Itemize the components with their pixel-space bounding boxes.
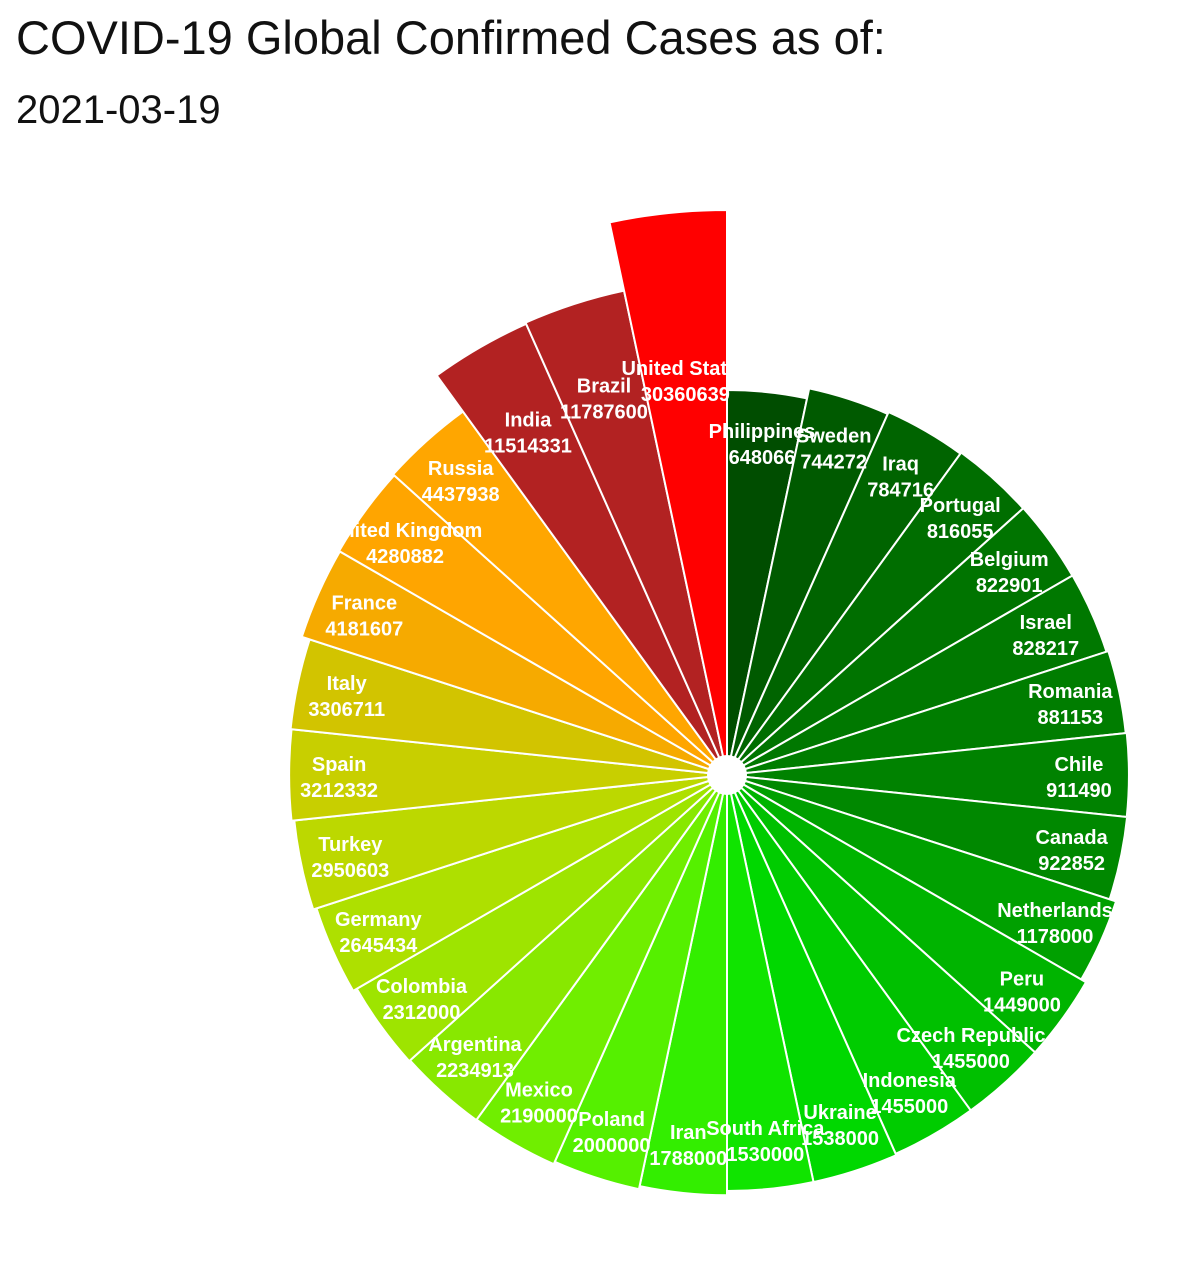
slice-value-ukraine: 1538000 bbox=[801, 1128, 879, 1150]
chart-date: 2021-03-19 bbox=[16, 88, 221, 132]
slice-value-united-kingdom: 4280882 bbox=[366, 546, 444, 568]
slice-label-czech-republic: Czech Republic bbox=[897, 1025, 1046, 1047]
slice-label-mexico: Mexico bbox=[505, 1080, 573, 1102]
slice-value-netherlands: 1178000 bbox=[1017, 926, 1094, 948]
slice-value-turkey: 2950603 bbox=[311, 860, 389, 882]
slice-label-canada: Canada bbox=[1035, 827, 1108, 849]
slice-label-netherlands: Netherlands bbox=[997, 900, 1113, 922]
slice-value-france: 4181607 bbox=[325, 619, 403, 641]
slice-label-iran: Iran bbox=[670, 1122, 707, 1144]
chart-slices bbox=[288, 208, 1130, 1197]
slice-value-sweden: 744272 bbox=[800, 452, 867, 474]
slice-value-brazil: 11787600 bbox=[560, 402, 648, 424]
slice-label-france: France bbox=[332, 593, 398, 615]
slice-value-russia: 4437938 bbox=[422, 484, 500, 506]
slice-label-united-kingdom: United Kingdom bbox=[328, 520, 482, 542]
slice-label-south-africa: South Africa bbox=[706, 1118, 825, 1140]
slice-label-turkey: Turkey bbox=[318, 834, 383, 856]
slice-value-belgium: 822901 bbox=[976, 575, 1043, 597]
center-hole bbox=[707, 755, 747, 795]
slice-label-indonesia: Indonesia bbox=[863, 1070, 957, 1092]
slice-value-south-africa: 1530000 bbox=[726, 1144, 804, 1166]
slice-value-romania: 881153 bbox=[1037, 707, 1103, 729]
slice-value-united-states: 30360639 bbox=[641, 384, 730, 406]
slice-value-italy: 3306711 bbox=[308, 699, 385, 721]
slice-value-peru: 1449000 bbox=[983, 994, 1061, 1016]
slice-value-mexico: 2190000 bbox=[500, 1106, 578, 1128]
slice-value-portugal: 816055 bbox=[927, 521, 994, 543]
slice-label-spain: Spain bbox=[312, 754, 366, 776]
slice-united-states bbox=[608, 208, 728, 776]
slice-label-romania: Romania bbox=[1028, 681, 1113, 703]
slice-value-india: 11514331 bbox=[484, 435, 572, 457]
slice-label-brazil: Brazil bbox=[577, 376, 631, 398]
slice-value-canada: 922852 bbox=[1038, 853, 1105, 875]
chart-title: COVID-19 Global Confirmed Cases as of: bbox=[16, 11, 886, 64]
slice-label-argentina: Argentina bbox=[428, 1034, 522, 1056]
slice-label-colombia: Colombia bbox=[376, 976, 468, 998]
slice-value-germany: 2645434 bbox=[339, 935, 418, 957]
slice-label-portugal: Portugal bbox=[920, 495, 1001, 517]
slice-value-colombia: 2312000 bbox=[383, 1002, 461, 1024]
slice-value-chile: 911490 bbox=[1046, 780, 1112, 802]
slice-label-india: India bbox=[505, 409, 553, 431]
slice-value-poland: 2000000 bbox=[573, 1135, 651, 1157]
slice-value-indonesia: 1455000 bbox=[870, 1096, 948, 1118]
slice-label-ukraine: Ukraine bbox=[803, 1102, 876, 1124]
slice-value-philippines: 648066 bbox=[729, 447, 796, 469]
slice-value-spain: 3212332 bbox=[300, 780, 378, 802]
slice-value-israel: 828217 bbox=[1012, 638, 1079, 660]
slice-value-argentina: 2234913 bbox=[436, 1060, 514, 1082]
slice-label-germany: Germany bbox=[335, 909, 423, 931]
slice-label-poland: Poland bbox=[578, 1109, 645, 1131]
slice-label-iraq: Iraq bbox=[882, 453, 919, 475]
slice-label-sweden: Sweden bbox=[796, 426, 872, 448]
slice-label-philippines: Philippines bbox=[709, 421, 816, 443]
slice-label-italy: Italy bbox=[327, 673, 368, 695]
slice-label-belgium: Belgium bbox=[970, 549, 1049, 571]
slice-label-peru: Peru bbox=[1000, 968, 1044, 990]
slice-label-russia: Russia bbox=[428, 458, 494, 480]
slice-label-chile: Chile bbox=[1054, 754, 1103, 776]
slice-label-united-states: United States bbox=[621, 358, 749, 380]
slice-value-czech-republic: 1455000 bbox=[932, 1051, 1010, 1073]
slice-value-iran: 1788000 bbox=[649, 1148, 727, 1170]
slice-label-israel: Israel bbox=[1020, 612, 1072, 634]
slice-value-iraq: 784716 bbox=[867, 479, 934, 501]
